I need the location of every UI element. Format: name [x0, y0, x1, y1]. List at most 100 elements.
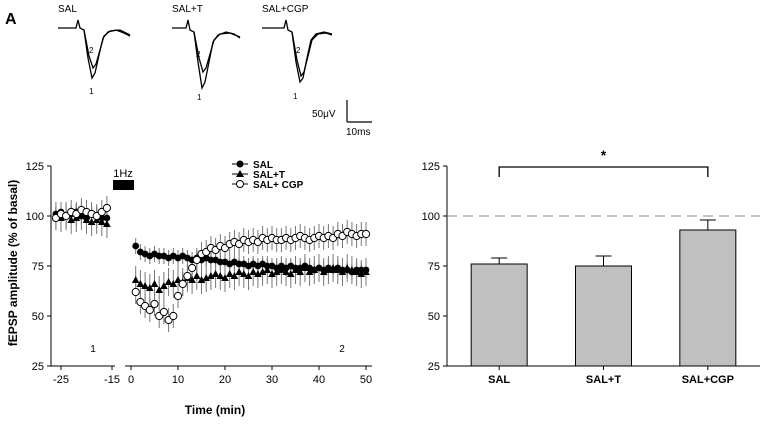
point-salt — [169, 280, 178, 287]
point-salt — [287, 270, 295, 277]
point-salt — [225, 270, 234, 277]
time-course-y-tick-label: 50 — [32, 311, 44, 323]
point-salcgp — [150, 299, 159, 309]
trace-sal-post — [83, 29, 131, 70]
bar-y-tick-label: 100 — [422, 211, 440, 223]
point-salt — [131, 276, 140, 283]
trace-label-salcgp: SAL+CGP — [262, 4, 309, 15]
legend-salt-marker — [236, 170, 244, 177]
point-salcgp — [192, 255, 201, 265]
point-salt — [216, 272, 225, 279]
point-salt — [164, 278, 173, 285]
trace-salt-baseline — [172, 19, 241, 91]
trace-sal — [58, 19, 131, 80]
time-course-x-tick-label: 10 — [172, 374, 184, 386]
point-salt — [235, 268, 243, 275]
bar-y-tick-label: 125 — [422, 161, 440, 173]
point-salt — [296, 268, 304, 275]
point-salt — [67, 216, 75, 223]
point-sal — [216, 258, 224, 266]
point-salt — [150, 280, 159, 287]
trace-label-sal: SAL — [58, 4, 77, 15]
point-sal — [155, 252, 163, 260]
point-salt — [87, 218, 96, 225]
point-salcgp — [183, 271, 192, 281]
bar-salcgp — [679, 229, 737, 367]
time-course-chart: fEPSP amplitude (% of basal) Time (min) … — [6, 160, 372, 417]
point-salt — [160, 282, 168, 289]
trace-salt-post — [193, 31, 241, 74]
period-label-1: 1 — [90, 344, 96, 355]
bar-sal — [470, 263, 528, 367]
time-course-x-tick-label: 0 — [128, 374, 134, 386]
point-sal — [83, 214, 90, 222]
legend: SAL SAL+T SAL+ CGP — [232, 160, 304, 191]
trace-salt-marker-2: 2 — [196, 50, 201, 59]
point-salcgp — [159, 307, 168, 317]
legend-salt-label: SAL+T — [253, 170, 285, 181]
ylabel-time-course: fEPSP amplitude (% of basal) — [6, 180, 20, 346]
traces-panel: SAL SAL+T SAL+CGP 2 1 2 1 2 1 50μV 10ms — [58, 4, 372, 138]
time-course-markers — [51, 203, 371, 325]
legend-salcgp-marker — [236, 180, 244, 188]
bar-marks: SAL SAL+T SAL+CGP — [470, 219, 737, 386]
point-salt — [244, 272, 253, 279]
point-salt — [202, 274, 210, 281]
time-course-y-tick-label: 125 — [26, 161, 44, 173]
point-sal — [292, 264, 299, 272]
point-salt — [221, 274, 229, 281]
point-salt — [282, 268, 290, 275]
point-salt — [141, 282, 149, 289]
bar-chart: 25 50 75 100 125 SAL SAL+T SAL+CGP * — [422, 147, 760, 386]
bar-y-tick-label: 75 — [428, 261, 440, 273]
point-salt — [254, 270, 262, 277]
bar-salt — [575, 265, 632, 367]
significance-bracket — [498, 166, 709, 177]
point-salcgp — [188, 263, 197, 273]
point-salt — [357, 270, 366, 277]
trace-salcgp-baseline — [262, 19, 333, 84]
time-course-x-tick-label: 20 — [219, 374, 231, 386]
time-course-axes: 25 50 75 100 125 -25 -15 0 10 20 30 40 50 — [26, 161, 372, 386]
point-salt — [258, 268, 267, 275]
trace-salcgp — [262, 19, 333, 84]
point-sal — [339, 266, 346, 274]
point-salt — [207, 272, 215, 279]
point-salcgp — [131, 287, 140, 297]
point-sal — [103, 214, 111, 222]
point-salt — [240, 270, 248, 277]
point-salt — [211, 270, 220, 277]
time-course-x-tick-label: -25 — [53, 374, 69, 386]
legend-salcgp-label: SAL+ CGP — [253, 180, 304, 191]
point-sal — [207, 256, 215, 264]
trace-salcgp-marker-2: 2 — [296, 46, 301, 55]
point-salt — [263, 266, 272, 273]
time-course-x-tick-label: 50 — [360, 374, 372, 386]
panel-label: A — [5, 11, 17, 28]
scale-voltage-label: 50μV — [312, 109, 336, 120]
point-sal — [263, 262, 271, 270]
point-salt — [277, 266, 286, 273]
time-course-y-tick-label: 75 — [32, 261, 44, 273]
time-course-x-tick-label: -15 — [104, 374, 120, 386]
trace-label-salt: SAL+T — [172, 4, 203, 15]
point-salcgp — [173, 291, 183, 301]
point-salcgp — [361, 229, 371, 239]
bar-category-label: SAL — [488, 374, 510, 386]
trace-salcgp-marker-1: 1 — [293, 92, 298, 101]
point-sal — [353, 266, 360, 274]
point-salt — [98, 218, 106, 225]
trace-salt — [172, 19, 241, 91]
point-salt — [249, 268, 257, 275]
point-sal — [132, 242, 140, 250]
scale-bar — [346, 100, 372, 123]
point-salt — [146, 284, 154, 291]
time-course-x-tick-label: 30 — [266, 374, 278, 386]
trace-salt-marker-1: 1 — [197, 93, 202, 102]
point-salt — [268, 270, 276, 277]
trace-salcgp-post — [291, 31, 333, 78]
significance-bracket-line — [498, 166, 709, 177]
bar-category-label: SAL+T — [586, 374, 621, 386]
significance-star: * — [601, 147, 607, 163]
